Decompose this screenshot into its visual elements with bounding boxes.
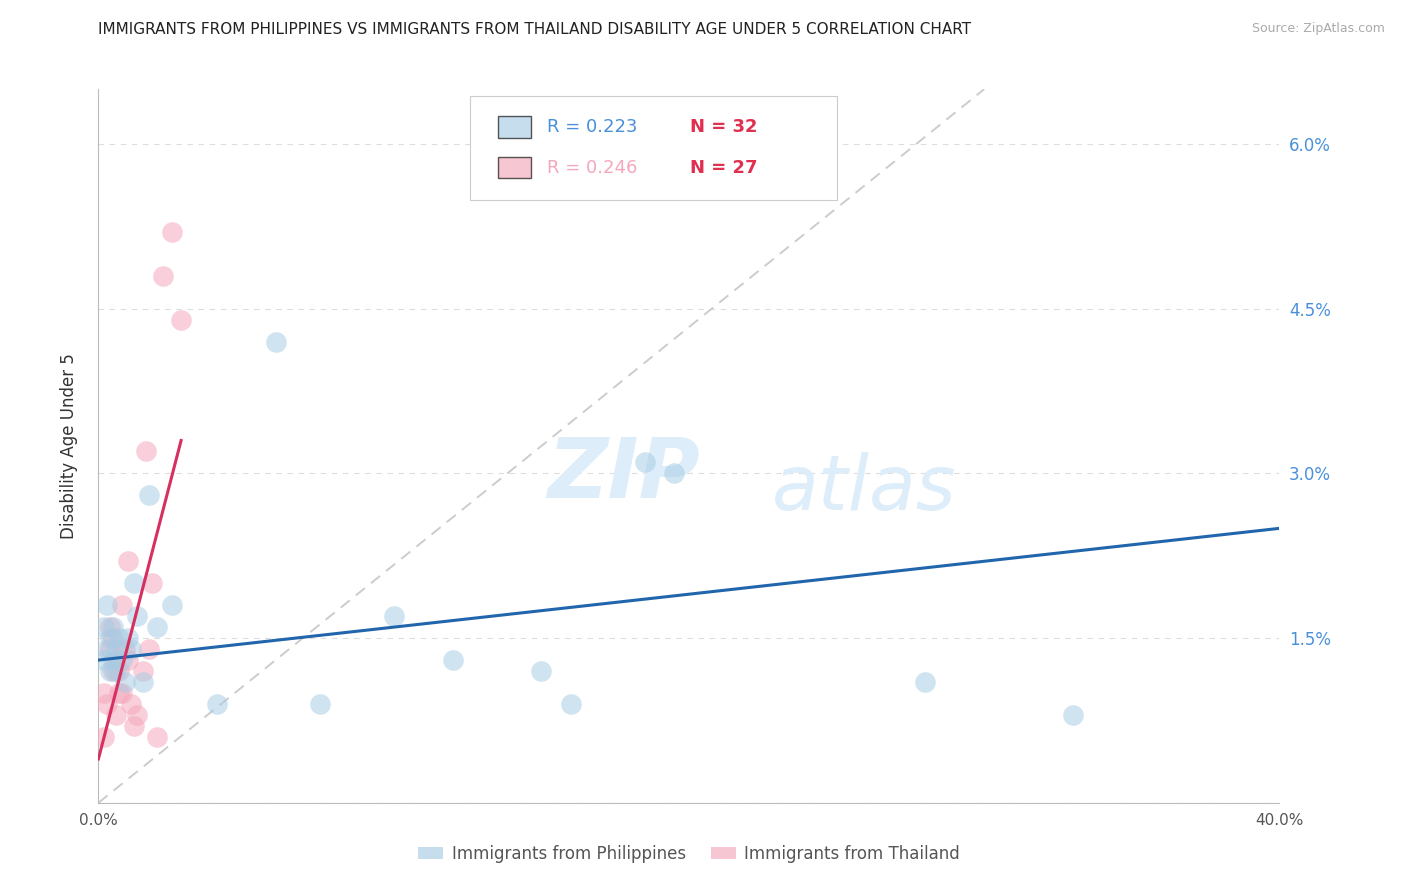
Point (103, 631, 125, 645)
Point (117, 653, 139, 667)
Point (93, 620, 115, 634)
Point (105, 664, 128, 678)
Point (382, 609, 405, 624)
Text: R = 0.246: R = 0.246 (547, 159, 637, 177)
Point (633, 455, 655, 469)
Point (98, 631, 121, 645)
Point (117, 631, 139, 645)
Point (132, 675, 155, 690)
Point (146, 730, 169, 744)
Point (1062, 708, 1084, 723)
Legend: Immigrants from Philippines, Immigrants from Thailand: Immigrants from Philippines, Immigrants … (412, 838, 966, 870)
Point (138, 642, 160, 657)
Point (120, 697, 142, 711)
Point (105, 653, 128, 667)
Point (111, 686, 134, 700)
Point (111, 598, 134, 612)
Point (98, 620, 121, 634)
Point (93, 653, 115, 667)
Point (152, 268, 174, 283)
Point (96, 598, 118, 612)
Point (108, 686, 131, 700)
Point (125, 609, 148, 624)
Y-axis label: Disability Age Under 5: Disability Age Under 5 (59, 353, 77, 539)
Point (132, 664, 155, 678)
Point (264, 334, 287, 349)
Point (441, 653, 464, 667)
Text: ZIP: ZIP (547, 434, 700, 515)
Point (664, 467, 686, 481)
Point (914, 675, 936, 690)
Point (205, 697, 228, 711)
Point (98, 642, 121, 657)
Point (98, 664, 121, 678)
Point (93, 686, 115, 700)
Point (114, 642, 136, 657)
Point (122, 719, 145, 733)
Point (117, 554, 139, 568)
Point (141, 576, 163, 591)
Point (530, 664, 553, 678)
Point (105, 642, 128, 657)
Text: R = 0.223: R = 0.223 (547, 118, 638, 136)
Text: N = 32: N = 32 (690, 118, 758, 136)
Point (146, 620, 169, 634)
Point (309, 697, 332, 711)
Text: Source: ZipAtlas.com: Source: ZipAtlas.com (1251, 22, 1385, 36)
Point (114, 675, 136, 690)
Point (103, 620, 125, 634)
Point (111, 653, 134, 667)
Point (170, 312, 193, 326)
Point (93, 730, 115, 744)
Point (162, 598, 183, 612)
Text: IMMIGRANTS FROM PHILIPPINES VS IMMIGRANTS FROM THAILAND DISABILITY AGE UNDER 5 C: IMMIGRANTS FROM PHILIPPINES VS IMMIGRANT… (98, 22, 972, 37)
Point (560, 697, 582, 711)
Point (108, 664, 131, 678)
Text: atlas: atlas (772, 452, 956, 525)
FancyBboxPatch shape (471, 96, 837, 200)
FancyBboxPatch shape (498, 157, 530, 178)
Point (108, 631, 131, 645)
Point (103, 664, 125, 678)
Point (135, 444, 157, 458)
Point (120, 642, 142, 657)
Point (103, 653, 125, 667)
Point (96, 642, 118, 657)
Point (105, 708, 128, 723)
Point (162, 225, 183, 239)
Point (122, 576, 145, 591)
Point (138, 488, 160, 502)
Text: N = 27: N = 27 (690, 159, 758, 177)
Point (125, 708, 148, 723)
Point (96, 697, 118, 711)
FancyBboxPatch shape (498, 116, 530, 137)
